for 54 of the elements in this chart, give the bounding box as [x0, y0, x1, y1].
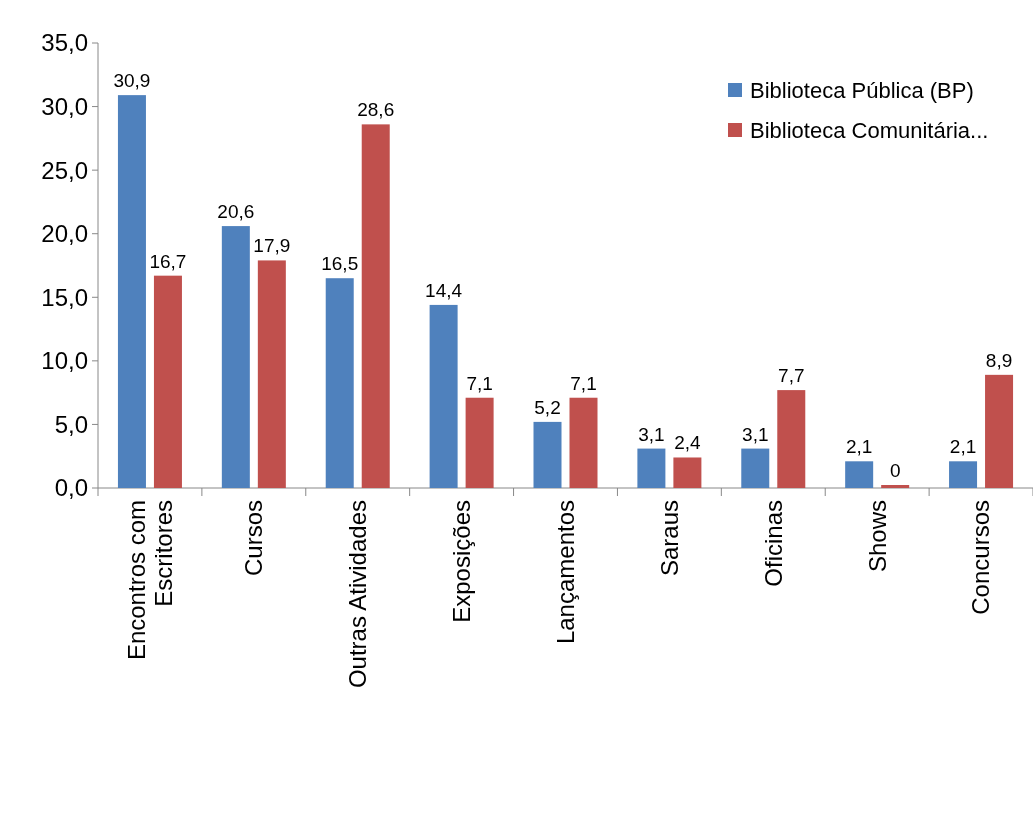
x-tick-label: Cursos — [240, 500, 268, 577]
bar — [949, 461, 978, 488]
data-label: 3,1 — [742, 423, 769, 445]
y-tick-label: 20,0 — [41, 220, 88, 248]
data-label: 7,1 — [570, 372, 597, 394]
data-label: 20,6 — [217, 201, 255, 223]
x-tick-label: Lançamentos — [551, 500, 579, 645]
data-label: 7,1 — [466, 372, 493, 394]
y-tick-label: 10,0 — [41, 347, 88, 375]
x-tick-label: Shows — [863, 500, 891, 573]
data-label: 2,1 — [949, 436, 977, 458]
data-label: 28,6 — [357, 99, 395, 121]
data-label: 16,7 — [149, 250, 187, 272]
legend-label: Biblioteca Pública (BP) — [750, 77, 974, 103]
data-label: 0 — [889, 460, 901, 481]
data-label: 17,9 — [253, 235, 291, 257]
bar — [361, 124, 390, 488]
y-tick-label: 35,0 — [41, 29, 88, 57]
bar — [117, 95, 146, 488]
x-tick-label: Concursos — [967, 500, 995, 615]
bar — [741, 448, 770, 488]
bar — [533, 421, 562, 488]
bar — [429, 304, 458, 488]
x-tick-label: Exposições — [448, 500, 476, 623]
bar — [465, 397, 494, 488]
data-label: 7,7 — [778, 365, 805, 387]
bar — [221, 226, 250, 488]
data-label: 2,4 — [674, 432, 702, 454]
data-label: 3,1 — [638, 423, 665, 445]
data-label: 14,4 — [425, 279, 463, 301]
x-tick-label: Oficinas — [759, 500, 787, 587]
bar — [257, 260, 286, 488]
data-label: 2,1 — [845, 436, 873, 458]
x-tick-label: Outras Atividades — [344, 500, 372, 689]
x-tick-label: Encontros com Escritores — [123, 500, 177, 661]
x-tick-label: Saraus — [655, 500, 683, 577]
y-tick-label: 5,0 — [54, 410, 88, 438]
bar — [777, 390, 806, 488]
legend-label: Biblioteca Comunitária... — [750, 117, 989, 143]
data-label: 5,2 — [534, 396, 561, 418]
data-label: 30,9 — [113, 70, 151, 92]
y-tick-label: 25,0 — [41, 156, 88, 184]
bar — [153, 275, 182, 488]
bar — [569, 397, 598, 488]
bar — [325, 278, 354, 488]
data-label: 8,9 — [985, 349, 1013, 371]
y-tick-label: 0,0 — [54, 474, 88, 502]
y-tick-label: 15,0 — [41, 283, 88, 311]
bar — [637, 448, 666, 488]
bar — [985, 374, 1014, 488]
data-label: 16,5 — [321, 253, 359, 275]
y-tick-label: 30,0 — [41, 92, 88, 120]
bar — [673, 457, 702, 488]
bar — [845, 461, 874, 488]
